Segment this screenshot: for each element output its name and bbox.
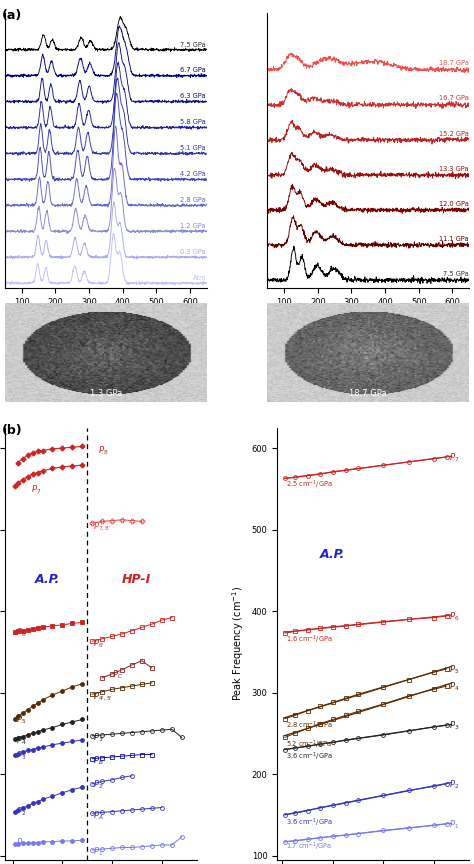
Text: $P_{6'}$: $P_{6'}$ (93, 637, 105, 650)
Text: $P_{4',5'}$: $P_{4',5'}$ (93, 690, 113, 702)
Text: $P_4$: $P_4$ (16, 734, 26, 746)
X-axis label: Raman shift (cm$^{-1}$): Raman shift (cm$^{-1}$) (62, 313, 150, 326)
Text: 7.5 GPa: 7.5 GPa (443, 270, 469, 276)
Text: 1.6 cm$^{-1}$/GPa: 1.6 cm$^{-1}$/GPa (286, 634, 333, 646)
Text: A.P.: A.P. (35, 573, 60, 586)
Text: 6.7 GPa: 6.7 GPa (180, 67, 206, 73)
Text: $P_7$: $P_7$ (449, 451, 459, 464)
Text: $P_5$: $P_5$ (449, 664, 459, 676)
Text: $P_4$: $P_4$ (449, 680, 459, 693)
Text: 13.3 GPa: 13.3 GPa (439, 166, 469, 172)
Text: HP-I: HP-I (122, 573, 151, 586)
Text: $P_{3'}$: $P_{3'}$ (93, 732, 105, 744)
Text: 3.6 cm$^{-1}$/GPa: 3.6 cm$^{-1}$/GPa (286, 816, 333, 829)
Text: 18.7 GPa: 18.7 GPa (439, 60, 469, 67)
Text: 4.2 GPa: 4.2 GPa (180, 171, 206, 177)
Text: 1.7 cm$^{-1}$/GPa: 1.7 cm$^{-1}$/GPa (286, 841, 332, 854)
Text: $P_A$: $P_A$ (93, 810, 104, 823)
Text: $P_3$: $P_3$ (449, 720, 459, 732)
Text: (a): (a) (2, 9, 23, 22)
Text: 11.1 GPa: 11.1 GPa (439, 236, 469, 242)
Text: $P_5$: $P_5$ (16, 714, 26, 727)
Text: 1.2 GPa: 1.2 GPa (181, 223, 206, 229)
Text: $P_6$: $P_6$ (16, 626, 26, 639)
Text: 3.6 cm$^{-1}$/GPa: 3.6 cm$^{-1}$/GPa (286, 751, 333, 763)
Text: 2.5 cm$^{-1}$/GPa: 2.5 cm$^{-1}$/GPa (286, 480, 333, 492)
Text: $P_1$: $P_1$ (449, 818, 459, 830)
Y-axis label: Peak Frequency (cm$^{-1}$): Peak Frequency (cm$^{-1}$) (230, 586, 246, 702)
Text: $P_7$: $P_7$ (31, 483, 41, 496)
X-axis label: Raman shift (cm$^{-1}$): Raman shift (cm$^{-1}$) (324, 313, 412, 326)
Text: $P_{2'}$: $P_{2'}$ (93, 779, 105, 791)
Text: A.P.: A.P. (320, 548, 346, 561)
Text: 2.8 cm$^{-1}$/GPa: 2.8 cm$^{-1}$/GPa (286, 720, 333, 732)
Text: $P_1$: $P_1$ (16, 837, 26, 849)
Text: 6.3 GPa: 6.3 GPa (181, 93, 206, 99)
Text: 18.7 GPa: 18.7 GPa (349, 389, 387, 397)
Text: 5.8 GPa: 5.8 GPa (180, 119, 206, 125)
Text: $P_8$: $P_8$ (98, 445, 109, 457)
Text: $P_B$: $P_B$ (93, 754, 104, 767)
Text: $P_3$: $P_3$ (16, 750, 26, 762)
Text: 15.2 GPa: 15.2 GPa (439, 130, 469, 137)
Text: (b): (b) (2, 423, 23, 436)
Text: $P_{7,8'}$: $P_{7,8'}$ (93, 521, 112, 533)
Text: $P_C$: $P_C$ (112, 669, 123, 682)
Text: 1.3 GPa: 1.3 GPa (90, 389, 122, 397)
Text: $P_2$: $P_2$ (449, 778, 459, 791)
Text: $P_2$: $P_2$ (16, 806, 26, 818)
Text: 5.1 GPa: 5.1 GPa (181, 145, 206, 151)
Text: 0.3 GPa: 0.3 GPa (181, 249, 206, 255)
Text: $P_{1'}$: $P_{1'}$ (93, 846, 105, 858)
Text: 7.5 GPa: 7.5 GPa (180, 41, 206, 48)
Text: 2.8 GPa: 2.8 GPa (180, 197, 206, 203)
Text: $P_6$: $P_6$ (449, 610, 459, 623)
Text: 12.0 GPa: 12.0 GPa (439, 200, 469, 206)
Text: 16.7 GPa: 16.7 GPa (439, 95, 469, 101)
Text: 5.2 cm$^{-1}$/GPa: 5.2 cm$^{-1}$/GPa (286, 739, 332, 751)
Text: Atm: Atm (192, 275, 206, 281)
